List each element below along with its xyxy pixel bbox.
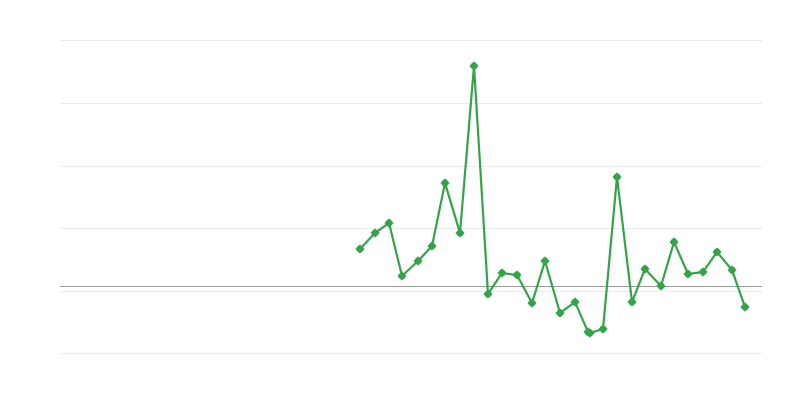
- data-point-core[interactable]: [556, 309, 564, 317]
- data-point-core[interactable]: [470, 62, 478, 70]
- data-point-markers: [355, 61, 750, 338]
- data-point-core[interactable]: [528, 299, 536, 307]
- data-point-core[interactable]: [628, 298, 636, 306]
- data-point-core[interactable]: [641, 265, 649, 273]
- data-point-core[interactable]: [456, 229, 464, 237]
- data-point-core[interactable]: [670, 238, 678, 246]
- gridlines: [60, 40, 762, 354]
- data-point-core[interactable]: [428, 242, 436, 250]
- data-point-core[interactable]: [484, 290, 492, 298]
- data-point-core[interactable]: [586, 329, 594, 337]
- data-point-core[interactable]: [398, 272, 406, 280]
- data-point-core[interactable]: [356, 245, 364, 253]
- data-point-core[interactable]: [613, 173, 621, 181]
- data-point-core[interactable]: [541, 257, 549, 265]
- data-point-core[interactable]: [657, 282, 665, 290]
- data-point-core[interactable]: [441, 179, 449, 187]
- data-point-core[interactable]: [599, 325, 607, 333]
- data-point-core[interactable]: [741, 303, 749, 311]
- data-point-core[interactable]: [371, 229, 379, 237]
- data-point-core[interactable]: [414, 257, 422, 265]
- data-point-core[interactable]: [728, 266, 736, 274]
- data-point-core[interactable]: [699, 268, 707, 276]
- data-point-core[interactable]: [713, 248, 721, 256]
- data-point-core[interactable]: [513, 271, 521, 279]
- data-point-core[interactable]: [385, 219, 393, 227]
- data-point-core[interactable]: [498, 269, 506, 277]
- data-point-core[interactable]: [684, 270, 692, 278]
- data-point-core[interactable]: [571, 298, 579, 306]
